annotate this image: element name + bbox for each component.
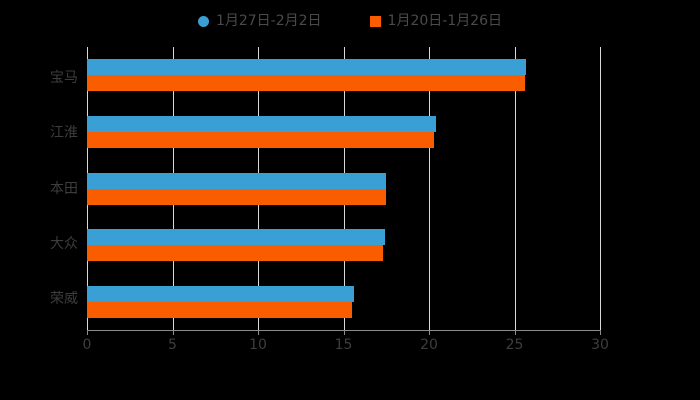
bar-group <box>87 229 600 262</box>
x-tick-5 <box>514 330 516 335</box>
plot-area <box>87 47 601 330</box>
bar[interactable] <box>87 188 387 205</box>
x-tick-3 <box>343 330 345 335</box>
x-tick-1 <box>172 330 174 335</box>
bar[interactable] <box>87 131 435 148</box>
x-tick-0 <box>87 330 88 335</box>
bar-group <box>87 59 600 92</box>
x-tick-2 <box>258 330 259 335</box>
x-tick-label-1: 5 <box>168 337 177 353</box>
x-tick-6 <box>600 330 601 335</box>
legend-item-series-2[interactable]: 1月20日-1月26日 <box>369 13 503 29</box>
bar[interactable] <box>87 75 525 92</box>
bar[interactable] <box>87 229 385 246</box>
x-tick-label-5: 25 <box>505 337 524 353</box>
bar-group <box>87 172 600 205</box>
x-tick-label-4: 20 <box>420 337 438 353</box>
y-axis-label-4: 荣威 <box>50 291 78 307</box>
gridline-x-5 <box>514 47 516 330</box>
legend-square-marker-icon <box>369 15 381 27</box>
y-axis-label-0: 宝马 <box>50 70 78 86</box>
x-tick-label-2: 10 <box>249 337 267 353</box>
chart-legend: 1月27日-2月2日 1月20日-1月26日 <box>0 8 700 34</box>
bar-group <box>87 115 600 148</box>
x-tick-label-3: 15 <box>334 337 353 353</box>
x-tick-label-0: 0 <box>82 337 92 353</box>
bar[interactable] <box>87 301 353 318</box>
y-axis-label-1: 江淮 <box>50 125 78 141</box>
legend-label-series-2: 1月20日-1月26日 <box>387 13 503 29</box>
bar[interactable] <box>87 285 354 302</box>
x-tick-label-6: 30 <box>591 337 609 353</box>
gridline-x-6 <box>600 47 601 330</box>
x-tick-4 <box>429 330 430 335</box>
bar[interactable] <box>87 59 527 76</box>
bar-group <box>87 285 600 318</box>
legend-label-series-1: 1月27日-2月2日 <box>215 13 322 29</box>
legend-item-series-1[interactable]: 1月27日-2月2日 <box>197 13 322 29</box>
gridline-x-4 <box>429 47 430 330</box>
legend-circle-marker-icon <box>197 15 209 27</box>
bar[interactable] <box>87 172 387 189</box>
y-axis-label-3: 大众 <box>50 236 78 252</box>
y-axis-label-2: 本田 <box>50 181 78 197</box>
bar[interactable] <box>87 245 383 262</box>
bar[interactable] <box>87 115 436 132</box>
